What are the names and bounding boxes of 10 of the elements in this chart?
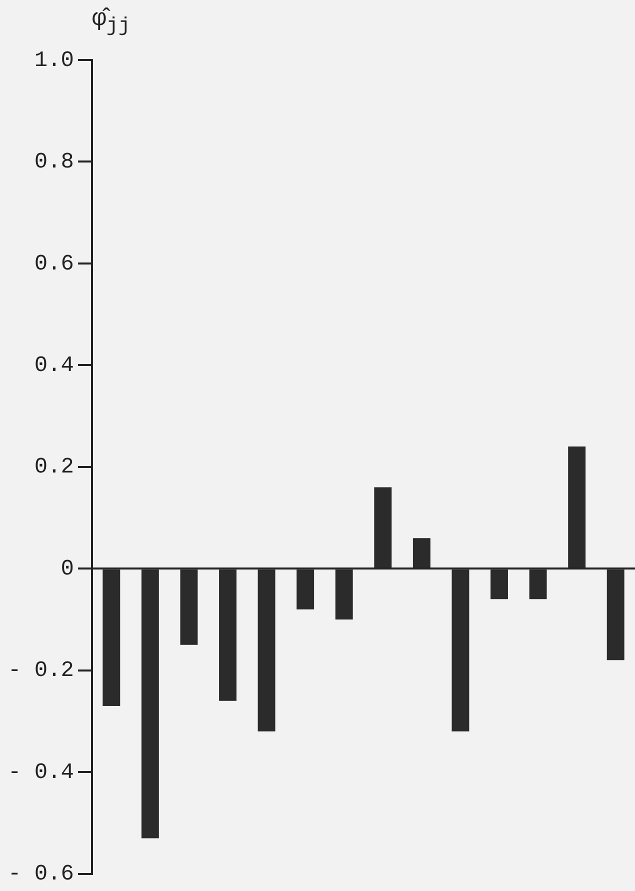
y-tick-label: - 0.6 [8, 862, 74, 887]
y-tick-label: 0 [60, 556, 74, 582]
y-tick-label: 0.8 [34, 150, 74, 175]
y-tick-label: - 0.4 [8, 760, 74, 785]
y-tick-label: 1.0 [34, 48, 74, 73]
y-tick-label: 0.4 [34, 353, 74, 378]
y-tick-label: 0.6 [34, 251, 74, 276]
y-tick-label: - 0.2 [8, 658, 74, 684]
y-tick-label: 0.2 [34, 454, 74, 480]
y-axis-title: φ̂$_{jj}$ [92, 6, 130, 38]
